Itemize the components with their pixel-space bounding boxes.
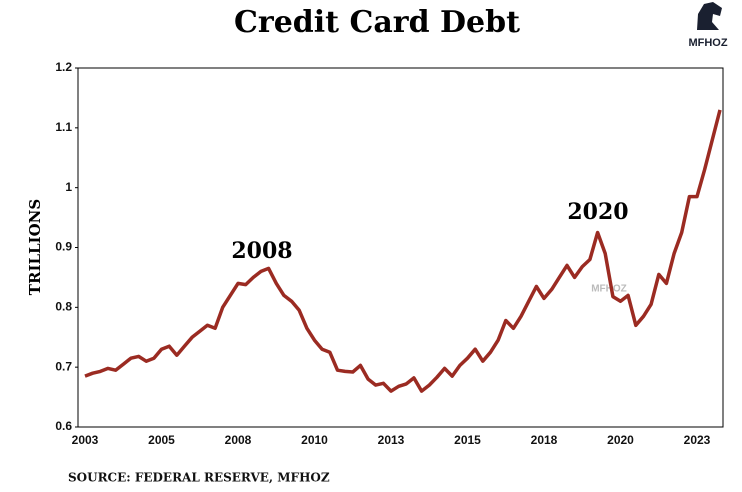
x-tick-label: 2005: [148, 433, 175, 447]
chart-title: Credit Card Debt: [234, 5, 520, 40]
x-tick-label: 2003: [72, 433, 99, 447]
y-axis-label: TRILLIONS: [26, 199, 44, 295]
y-tick-label: 0.7: [55, 359, 72, 373]
x-tick-label: 2020: [607, 433, 634, 447]
logo: MFHOZ: [688, 2, 728, 49]
annotation: 2020: [567, 199, 628, 225]
source-note: SOURCE: FEDERAL RESERVE, MFHOZ: [68, 471, 330, 485]
y-tick-label: 0.6: [55, 419, 72, 433]
logo-icon: [697, 2, 722, 30]
y-tick-label: 0.8: [55, 300, 72, 314]
x-tick-label: 2013: [378, 433, 405, 447]
x-tick-label: 2015: [454, 433, 481, 447]
y-tick-label: 1.1: [55, 120, 72, 134]
annotation: 2008: [231, 238, 292, 264]
watermark: MFHOZ: [591, 284, 627, 295]
line-series: [84, 109, 722, 393]
x-tick-label: 2008: [225, 433, 252, 447]
x-tick-label: 2023: [684, 433, 711, 447]
y-tick-label: 0.9: [55, 240, 72, 254]
y-tick-label: 1.2: [55, 60, 72, 74]
logo-text: MFHOZ: [688, 37, 727, 49]
x-tick-label: 2010: [301, 433, 328, 447]
x-tick-label: 2018: [531, 433, 558, 447]
y-tick-label: 1: [65, 180, 72, 194]
